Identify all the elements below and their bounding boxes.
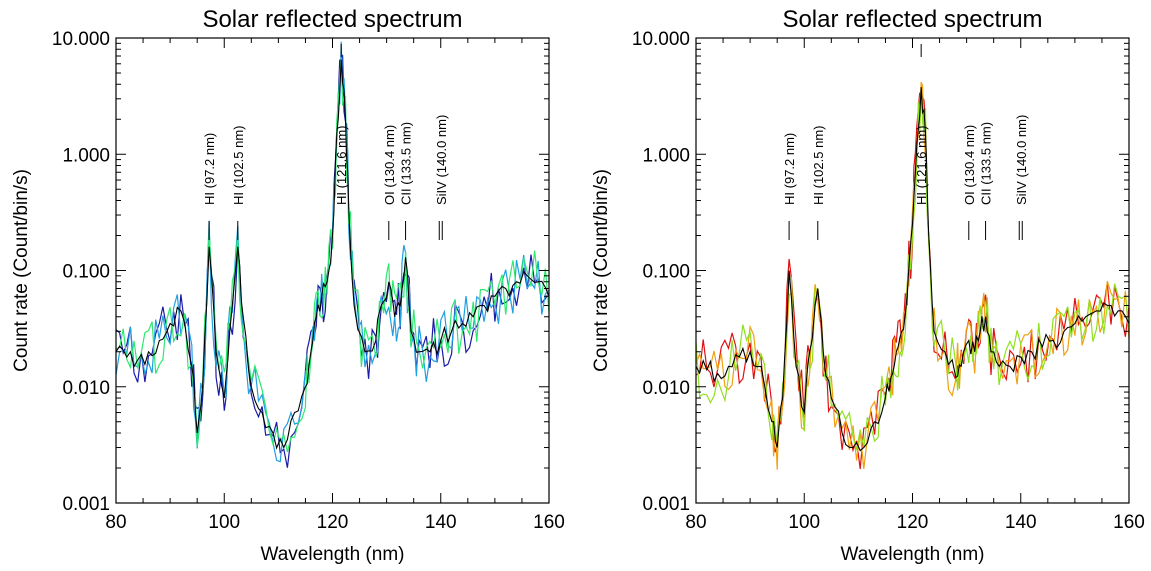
- x-tick-label: 80: [685, 512, 706, 533]
- annotation-label: SiIV (140.0 nm): [1014, 115, 1029, 205]
- annotation-label: HI (102.5 nm): [231, 126, 246, 205]
- x-axis-label: Wavelength (nm): [841, 544, 985, 565]
- annotation-label: SiIV (140.0 nm): [434, 115, 449, 205]
- series-group: [696, 81, 1129, 470]
- plot-frame: [115, 37, 550, 504]
- y-tick-label: 0.100: [62, 262, 110, 283]
- series-group: [116, 41, 549, 468]
- y-tick-label: 0.001: [62, 494, 110, 515]
- annotation-label: HI (97.2 nm): [202, 133, 217, 205]
- series-line-2: [696, 81, 1129, 470]
- chart-panel-1: 80 100 120 140 160 0.001 0.010 0.100 1.000 10.000…: [11, 6, 565, 565]
- x-tick-label: 100: [208, 512, 240, 533]
- x-tick-label: 160: [1113, 512, 1145, 533]
- x-axis-label: Wavelength (nm): [261, 544, 405, 565]
- y-tick-label: 10.000: [632, 29, 690, 50]
- chart-title: Solar reflected spectrum: [782, 6, 1042, 33]
- annotation-label: HI (97.2 nm): [782, 133, 797, 205]
- y-tick-label: 10.000: [52, 29, 110, 50]
- annotation-label: HI (121.6 nm): [334, 126, 349, 205]
- series-line-2: [116, 41, 549, 463]
- annotation-label: OI (130.4 nm): [382, 125, 397, 205]
- y-axis-label: Count rate (Count/bin/s): [591, 169, 612, 372]
- x-tick-label: 80: [105, 512, 126, 533]
- series-line-3: [116, 58, 549, 453]
- x-tick-label: 120: [897, 512, 929, 533]
- y-tick-label: 1.000: [642, 145, 690, 166]
- x-tick-label: 120: [317, 512, 349, 533]
- y-tick-label: 0.010: [62, 378, 110, 399]
- x-tick-label: 160: [533, 512, 565, 533]
- annotation-label: CII (133.5 nm): [399, 122, 414, 205]
- series-line-1: [116, 54, 549, 468]
- chart-title: Solar reflected spectrum: [202, 6, 462, 33]
- y-tick-label: 1.000: [62, 145, 110, 166]
- x-tick-label: 140: [425, 512, 457, 533]
- y-axis-label: Count rate (Count/bin/s): [11, 169, 32, 372]
- annotation-label: HI (102.5 nm): [811, 126, 826, 205]
- series-line-1: [696, 92, 1129, 469]
- y-tick-label: 0.001: [642, 494, 690, 515]
- series-line-4: [116, 59, 549, 450]
- annotation-label: OI (130.4 nm): [962, 125, 977, 205]
- x-tick-label: 100: [788, 512, 820, 533]
- annotation-label: CII (133.5 nm): [979, 122, 994, 205]
- annotation-label: HI (121.6 nm): [914, 126, 929, 205]
- series-line-3: [696, 87, 1129, 451]
- plot-frame: [695, 37, 1130, 504]
- chart-panel-2: 80 100 120 140 160 0.001 0.010 0.100 1.000 10.000…: [591, 6, 1145, 565]
- x-tick-label: 140: [1005, 512, 1037, 533]
- y-tick-label: 0.100: [642, 262, 690, 283]
- series-line-4: [696, 86, 1129, 452]
- y-tick-label: 0.010: [642, 378, 690, 399]
